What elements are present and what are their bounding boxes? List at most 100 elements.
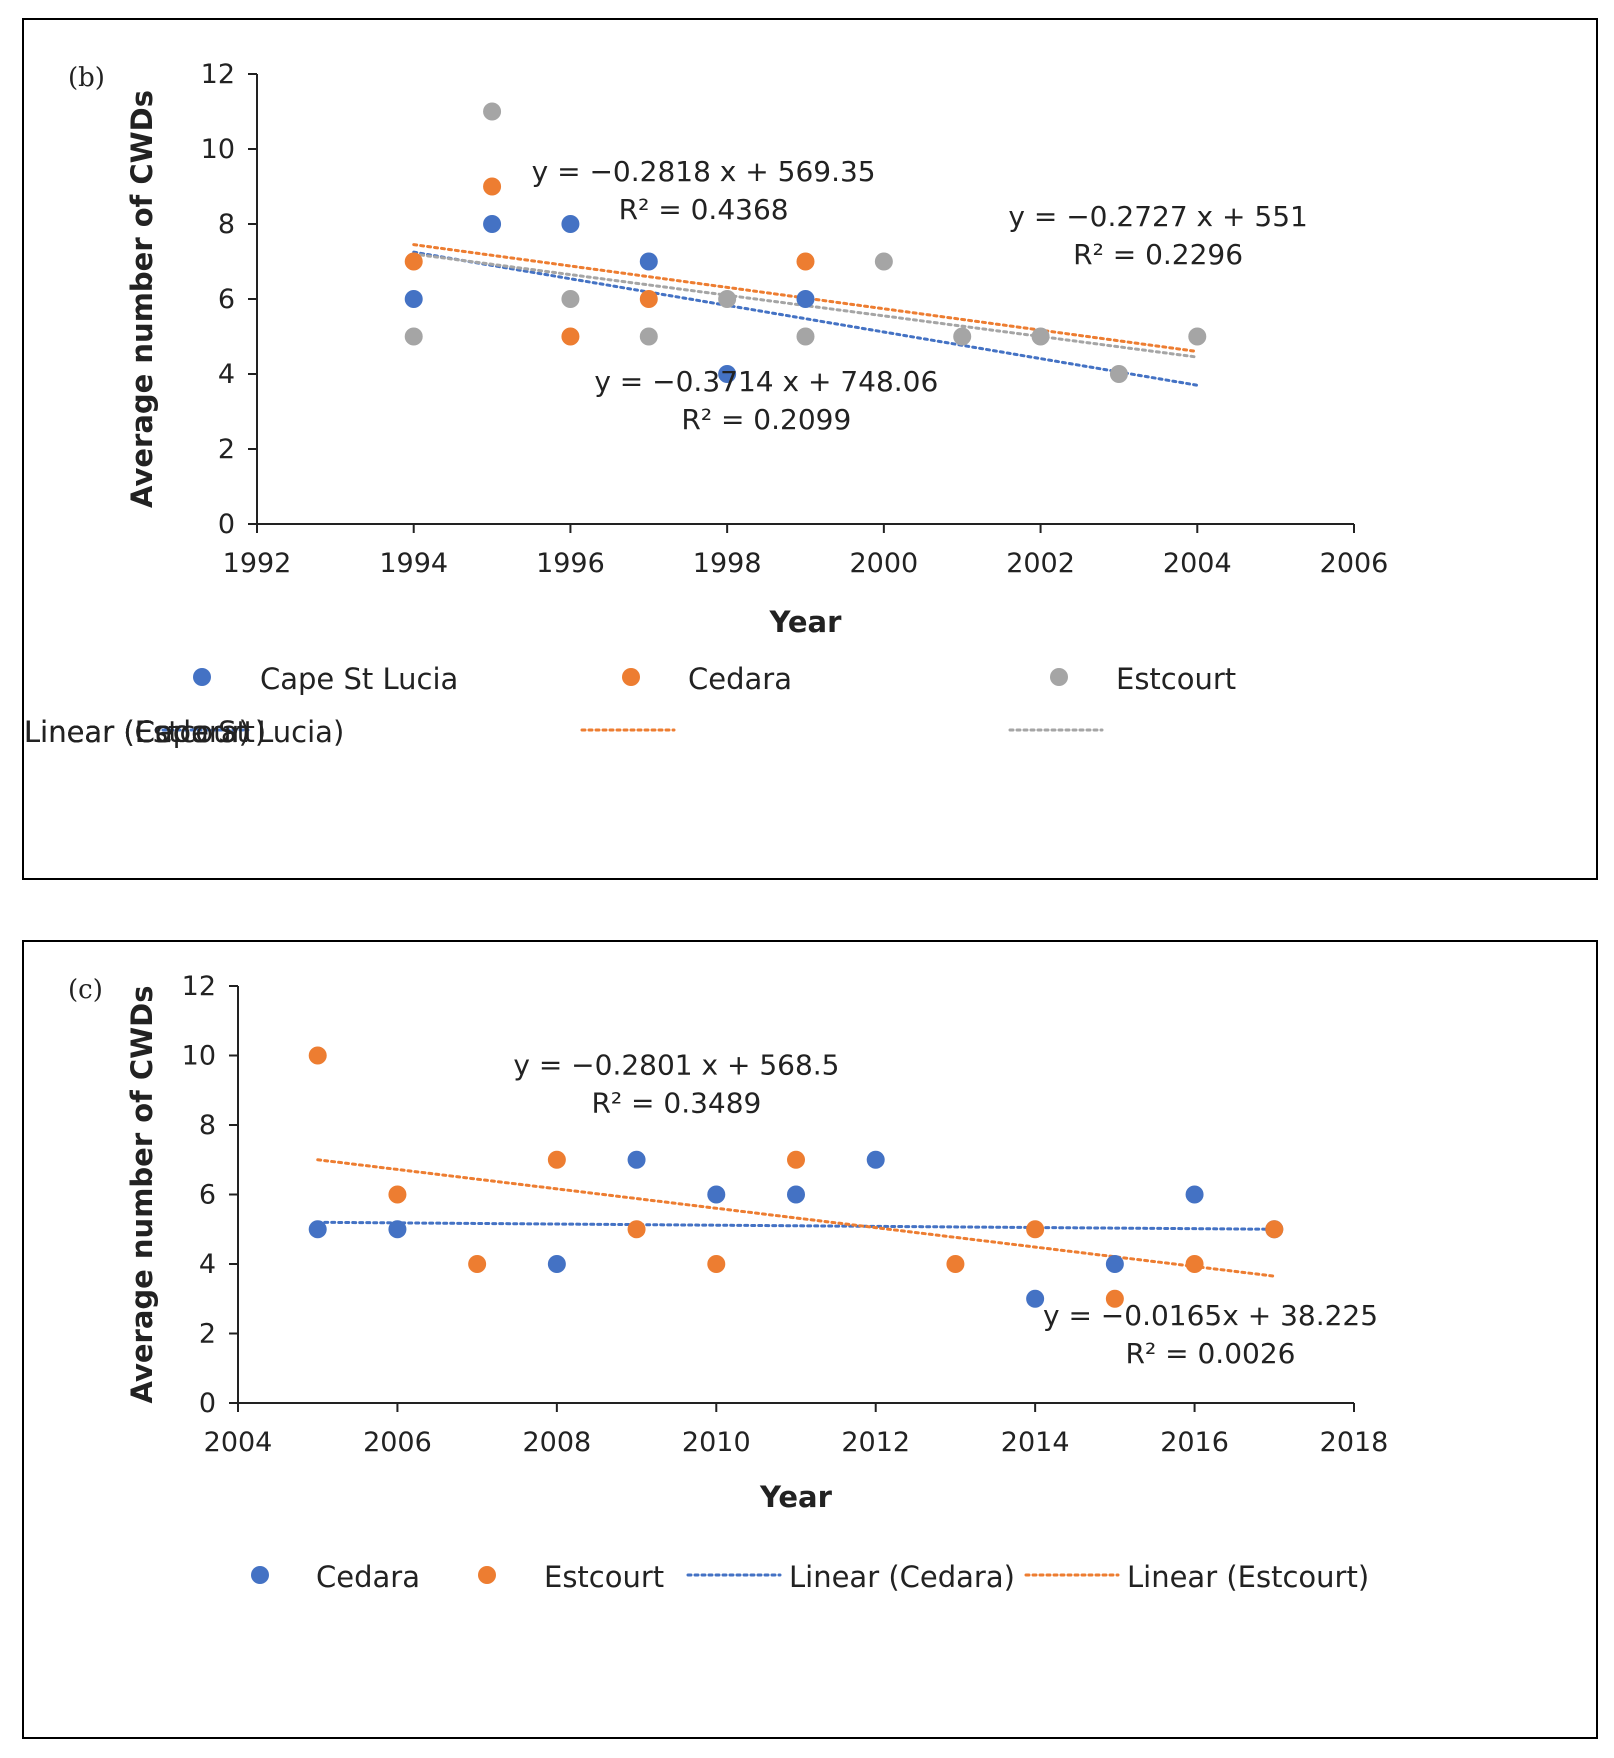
data-point-series-1 — [707, 1255, 726, 1273]
x-axis-title: Year — [759, 1480, 833, 1514]
x-tick-label: 1994 — [379, 548, 448, 579]
legend-marker-dot — [478, 1566, 496, 1584]
x-tick-label: 2014 — [1001, 1427, 1070, 1458]
data-point-series-1 — [483, 177, 502, 196]
trend-r-squared: R² = 0.0026 — [1126, 1337, 1296, 1370]
x-axis-title: Year — [769, 605, 843, 639]
x-tick-label: 1998 — [693, 548, 762, 579]
data-point-series-0 — [388, 1220, 407, 1239]
trend-r-squared: R² = 0.3489 — [591, 1087, 761, 1120]
legend-label: Estcourt — [544, 1560, 664, 1594]
data-point-series-0 — [308, 1220, 327, 1239]
y-tick-label: 12 — [182, 971, 216, 1002]
x-tick-label: 2002 — [1006, 548, 1075, 579]
trend-equation: y = −0.2801 x + 568.5 — [513, 1049, 839, 1082]
data-point-series-2 — [404, 327, 423, 346]
data-point-series-1 — [1105, 1289, 1124, 1308]
trendline-1 — [316, 1158, 1276, 1278]
data-point-series-2 — [1031, 327, 1050, 346]
x-tick-label: 1992 — [223, 548, 292, 579]
legend-label: Linear (Cape St Lucia) — [24, 715, 344, 749]
x-tick-label: 1996 — [536, 548, 605, 579]
data-point-series-1 — [547, 1150, 566, 1169]
legend-marker-dot — [251, 1566, 269, 1584]
data-point-series-0 — [718, 365, 737, 383]
data-point-series-0 — [866, 1150, 885, 1169]
data-point-series-1 — [639, 290, 658, 308]
x-tick-label: 2004 — [1163, 548, 1232, 579]
data-point-series-0 — [707, 1185, 726, 1204]
chart-panel-c: (c) 0 2 4 6 8 10 12 2004 2006 2008 2010 2012 2014 2016… — [22, 940, 1598, 1739]
legend-marker-dot — [1050, 668, 1068, 686]
y-tick-label: 0 — [218, 509, 235, 540]
data-point-series-2 — [1188, 327, 1207, 346]
trend-equation: y = −0.2818 x + 569.35 — [532, 155, 876, 188]
y-tick-label: 10 — [182, 1041, 216, 1072]
data-point-series-0 — [639, 252, 658, 271]
legend-label: Cedara — [688, 662, 792, 696]
legend-marker-dot — [193, 668, 211, 686]
data-point-series-0 — [404, 290, 423, 308]
y-tick-label: 6 — [218, 284, 235, 315]
data-point-series-1 — [1185, 1255, 1204, 1273]
data-point-series-1 — [796, 252, 815, 271]
trend-equation: y = −0.3714 x + 748.06 — [594, 365, 938, 398]
trendline-0 — [412, 250, 1199, 387]
scatter-chart-c: (c) 0 2 4 6 8 10 12 2004 2006 2008 2010 2012 2014 2016… — [68, 971, 1389, 1594]
data-point-series-0 — [483, 215, 502, 233]
y-tick-label: 4 — [218, 359, 235, 390]
data-point-series-1 — [627, 1220, 646, 1239]
data-point-series-1 — [561, 327, 580, 346]
data-point-series-0 — [561, 215, 580, 233]
x-tick-label: 2016 — [1160, 1427, 1229, 1458]
data-point-series-2 — [953, 327, 972, 346]
trendline-0 — [316, 1220, 1276, 1231]
data-point-series-2 — [561, 290, 580, 308]
x-tick-label: 2004 — [204, 1427, 273, 1458]
legend-marker-dot — [622, 668, 640, 686]
data-point-series-0 — [547, 1255, 566, 1273]
data-point-series-1 — [946, 1255, 965, 1273]
y-tick-label: 6 — [199, 1180, 216, 1211]
panel-label: (c) — [68, 975, 103, 1005]
data-point-series-1 — [468, 1255, 487, 1273]
y-tick-label: 8 — [199, 1110, 216, 1141]
scatter-chart-b: (b) 0 2 4 6 8 10 12 1992 1994 1996 1998 2000 2002 2004… — [24, 59, 1389, 749]
y-tick-label: 8 — [218, 209, 235, 240]
data-point-series-1 — [308, 1046, 327, 1065]
data-point-series-2 — [483, 102, 502, 121]
legend-label: Linear (Cedara) — [24, 715, 250, 749]
y-tick-label: 2 — [199, 1319, 216, 1350]
y-tick-label: 4 — [199, 1249, 216, 1280]
legend-label: Linear (Cedara) — [789, 1560, 1015, 1594]
trend-r-squared: R² = 0.4368 — [619, 193, 789, 226]
y-axis-title: Average number of CWDs — [125, 90, 159, 508]
data-point-series-2 — [874, 252, 893, 271]
data-point-series-0 — [627, 1150, 646, 1169]
y-axis-title: Average number of CWDs — [125, 986, 159, 1404]
legend-label: Linear (Estcourt) — [24, 715, 266, 749]
legend-label: Estcourt — [1116, 662, 1236, 696]
data-point-series-0 — [1026, 1289, 1045, 1308]
data-point-series-1 — [388, 1185, 407, 1204]
legend-label: Linear (Estcourt) — [1127, 1560, 1369, 1594]
y-tick-label: 10 — [201, 134, 235, 165]
data-point-series-1 — [1026, 1220, 1045, 1239]
data-point-series-1 — [1265, 1220, 1284, 1239]
x-tick-label: 2006 — [1320, 548, 1389, 579]
data-point-series-1 — [404, 252, 423, 271]
x-tick-label: 2008 — [522, 1427, 591, 1458]
data-point-series-2 — [796, 327, 815, 346]
chart-panel-b: (b) 0 2 4 6 8 10 12 1992 1994 1996 1998 2000 2002 2004… — [22, 18, 1598, 880]
x-tick-label: 2018 — [1320, 1427, 1389, 1458]
x-tick-label: 2000 — [849, 548, 918, 579]
panel-label: (b) — [68, 63, 105, 93]
data-point-series-0 — [787, 1185, 805, 1204]
trend-equation: y = −0.2727 x + 551 — [1008, 200, 1307, 233]
y-tick-label: 0 — [199, 1388, 216, 1419]
data-point-series-0 — [1185, 1185, 1204, 1204]
legend-label: Cedara — [316, 1560, 420, 1594]
data-point-series-2 — [639, 327, 658, 346]
data-point-series-1 — [787, 1150, 805, 1169]
trend-r-squared: R² = 0.2296 — [1073, 238, 1243, 271]
